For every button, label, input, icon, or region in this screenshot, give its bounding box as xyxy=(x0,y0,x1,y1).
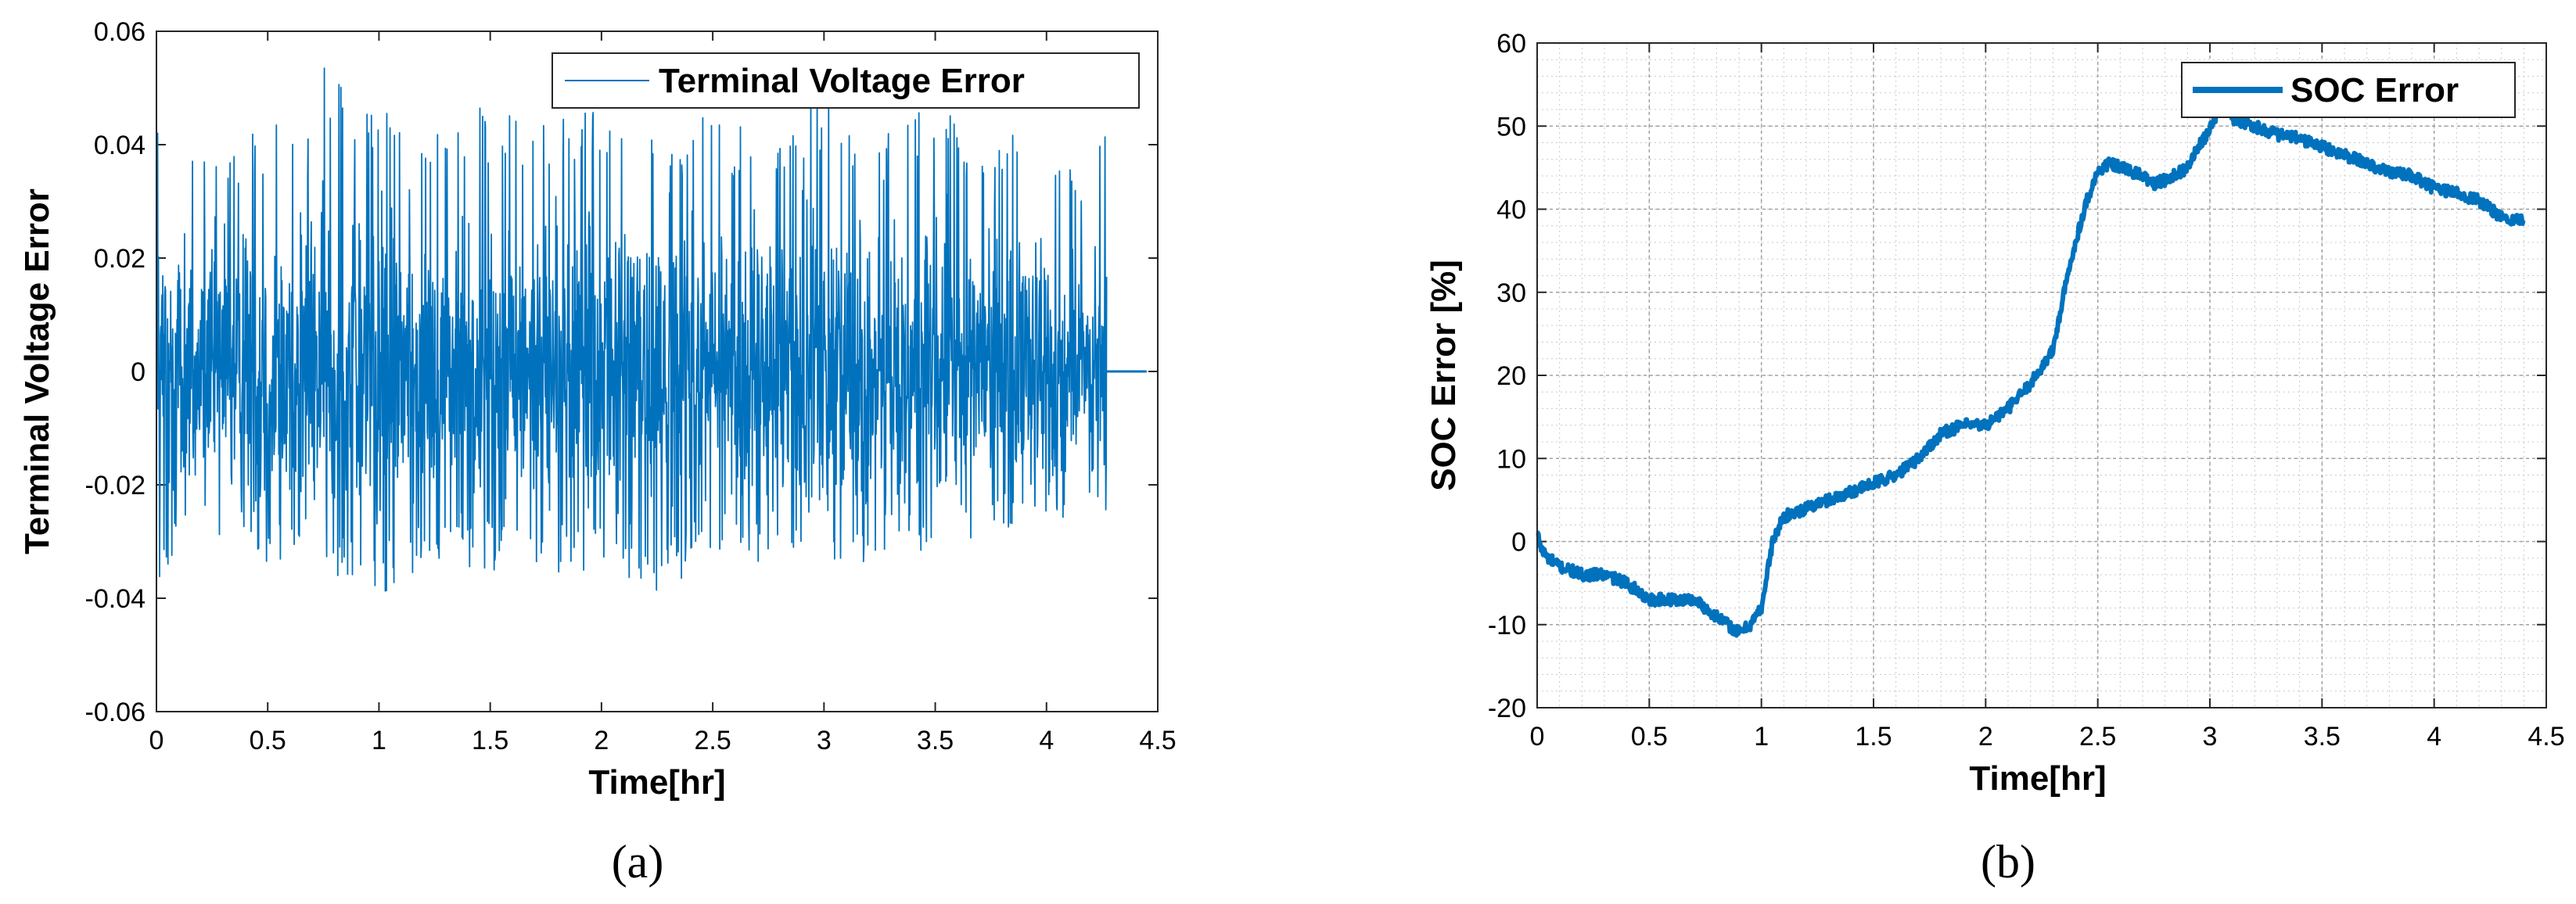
chart-b-x-tick-label: 3.5 xyxy=(2304,722,2341,752)
chart-b-x-axis-label: Time[hr] xyxy=(1969,759,2106,798)
chart-a-legend-label: Terminal Voltage Error xyxy=(659,62,1025,100)
chart-a-y-tick-label: -0.02 xyxy=(85,471,146,500)
chart-b-y-tick-label: -20 xyxy=(1488,694,1526,723)
chart-b-x-tick-label: 0 xyxy=(1530,722,1545,752)
chart-a-x-tick-label: 1.5 xyxy=(472,726,508,755)
chart-a-y-tick-label: -0.06 xyxy=(85,698,146,727)
chart-a-series-terminal-voltage-error xyxy=(156,67,1108,592)
chart-a-x-tick-label: 1 xyxy=(372,726,386,755)
chart-a-x-tick-label: 2.5 xyxy=(694,726,731,755)
chart-b-y-tick-label: 0 xyxy=(1511,528,1526,558)
chart-a-x-axis-label: Time[hr] xyxy=(588,763,725,802)
chart-a-data xyxy=(156,67,1147,592)
chart-a-plot-frame xyxy=(156,30,1159,712)
chart-a-legend-box xyxy=(551,52,1140,109)
chart-a-legend: Terminal Voltage Error xyxy=(551,52,1140,109)
chart-b-y-tick-label: 20 xyxy=(1496,361,1526,391)
chart-a-x-tick-label: 4.5 xyxy=(1139,726,1176,755)
chart-a: 0 0.5 1 1.5 2 2.5 3 3.5 4 4.5 -0.06 -0.04 -0.02 0 0.02… xyxy=(18,17,1177,888)
chart-b: 0 0.5 1 1.5 2 2.5 3 3.5 4 4.5-20-100102030405060 … xyxy=(1425,29,2565,888)
chart-b-x-tick-label: 4 xyxy=(2427,722,2441,752)
chart-b-y-tick-label: 60 xyxy=(1496,29,1526,59)
chart-a-x-tick-label: 0.5 xyxy=(250,726,286,755)
chart-a-x-tick-label: 2 xyxy=(594,726,609,755)
chart-b-y-axis-label: SOC Error [%] xyxy=(1425,260,1463,491)
chart-a-y-tick-label: 0.04 xyxy=(94,131,146,160)
chart-b-x-tick-label: 0.5 xyxy=(1631,722,1668,752)
chart-b-x-tick-label: 1.5 xyxy=(1855,722,1892,752)
chart-a-x-tick-label: 3 xyxy=(817,726,832,755)
chart-b-x-tick-label: 4.5 xyxy=(2527,722,2564,752)
chart-a-y-axis-label: Terminal Voltage Error xyxy=(18,188,56,554)
chart-a-ticks: 0 0.5 1 1.5 2 2.5 3 3.5 4 4.5 -0.06 -0.04 -0.02 0 0.02… xyxy=(85,17,1177,755)
chart-b-data xyxy=(1535,95,2526,638)
chart-b-series-soc-error xyxy=(1535,95,2526,638)
chart-a-x-tick-label: 0 xyxy=(149,726,164,755)
chart-a-y-tick-label: 0.02 xyxy=(94,244,146,274)
chart-a-x-tick-label: 3.5 xyxy=(917,726,954,755)
chart-a-caption: (a) xyxy=(612,836,664,888)
chart-a-y-tick-label: 0.06 xyxy=(94,17,146,47)
chart-b-y-tick-label: 40 xyxy=(1496,196,1526,225)
chart-b-y-tick-label: 10 xyxy=(1496,444,1526,474)
chart-b-x-tick-label: 3 xyxy=(2203,722,2218,752)
chart-b-x-tick-label: 2 xyxy=(1978,722,1993,752)
chart-a-x-tick-label: 4 xyxy=(1039,726,1054,755)
chart-a-y-tick-label: 0 xyxy=(131,357,146,387)
chart-b-y-tick-label: -10 xyxy=(1488,611,1526,640)
chart-b-caption: (b) xyxy=(1981,836,2035,888)
chart-b-legend: SOC Error xyxy=(2181,62,2516,118)
chart-a-y-tick-label: -0.04 xyxy=(85,584,146,614)
chart-b-ticks: 0 0.5 1 1.5 2 2.5 3 3.5 4 4.5 -20 -10 0 10 20 30 40 50 60 xyxy=(1488,29,2565,752)
chart-b-x-tick-label: 2.5 xyxy=(2079,722,2116,752)
chart-b-legend-label: SOC Error xyxy=(2290,71,2459,109)
chart-b-plot-frame xyxy=(1536,42,2547,708)
chart-b-x-tick-label: 1 xyxy=(1754,722,1769,752)
chart-b-y-tick-label: 30 xyxy=(1496,278,1526,308)
chart-b-y-tick-label: 50 xyxy=(1496,112,1526,142)
